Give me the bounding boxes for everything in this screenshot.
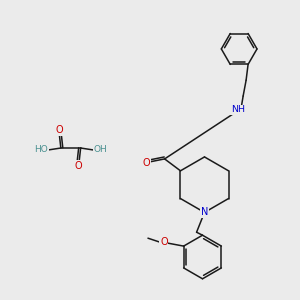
Text: O: O <box>143 158 151 168</box>
Text: HO: HO <box>34 146 48 154</box>
Text: O: O <box>160 237 168 247</box>
Text: O: O <box>55 125 63 135</box>
Text: NH: NH <box>231 106 245 115</box>
Text: OH: OH <box>94 146 107 154</box>
Text: O: O <box>75 161 82 171</box>
Text: N: N <box>201 207 208 218</box>
